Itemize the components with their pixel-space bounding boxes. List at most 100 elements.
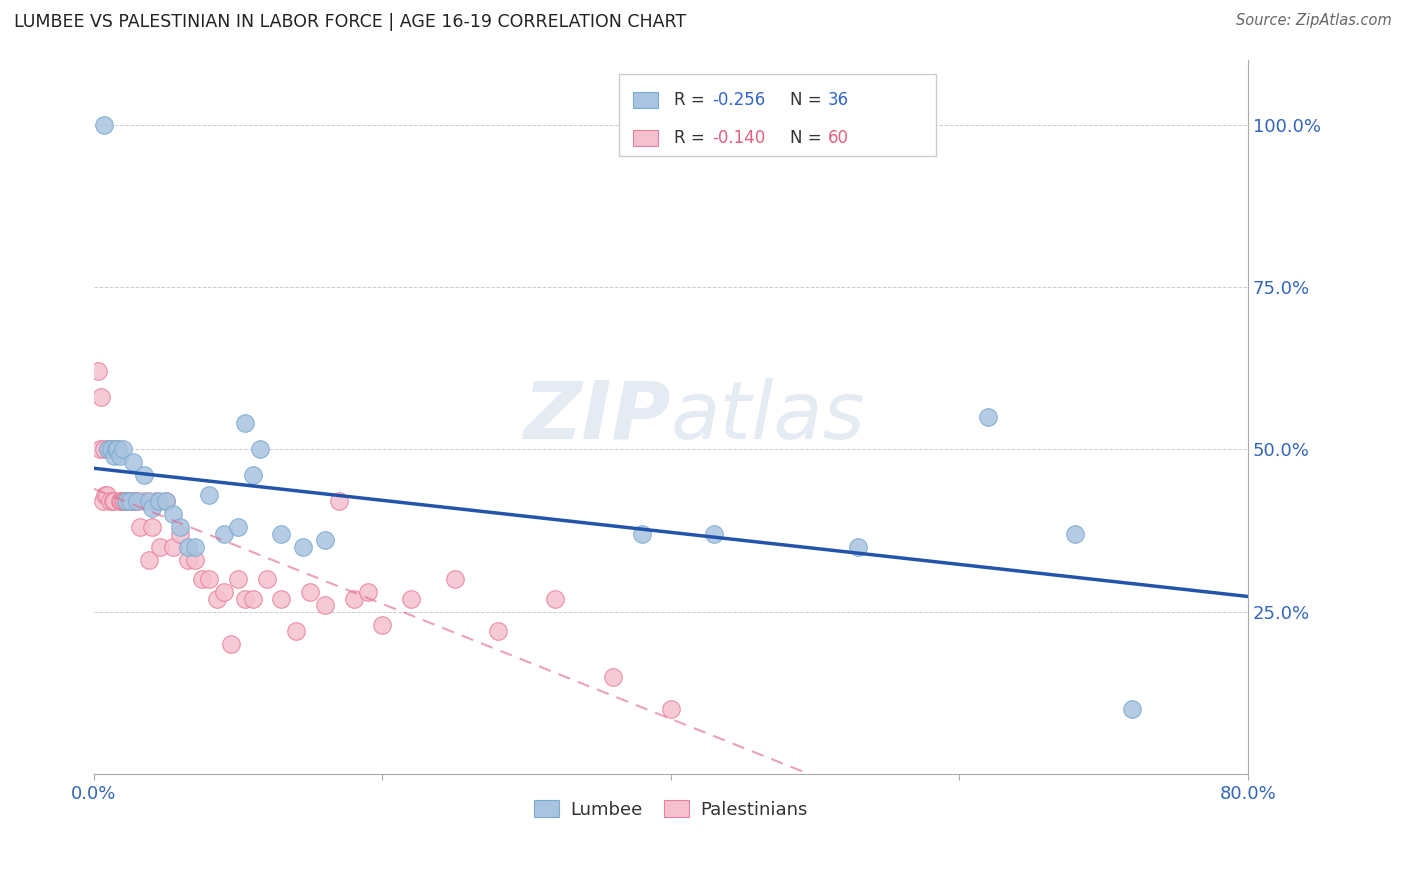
Point [659,702,682,716]
Point [138,553,160,567]
Point [299,585,322,599]
Point [141,500,163,515]
Point [115,494,138,508]
Point [122,455,145,469]
Point [205,591,228,606]
FancyBboxPatch shape [633,93,658,108]
Point [486,624,509,639]
Point [242,468,264,483]
Point [100,442,122,457]
Point [544,591,567,606]
Point [138,494,160,508]
Text: N =: N = [790,129,827,147]
Point [104,442,127,457]
Text: LUMBEE VS PALESTINIAN IN LABOR FORCE | AGE 16-19 CORRELATION CHART: LUMBEE VS PALESTINIAN IN LABOR FORCE | A… [14,13,686,31]
Point [357,585,380,599]
Text: -0.256: -0.256 [713,91,766,109]
Point [124,494,146,508]
FancyBboxPatch shape [633,130,658,146]
Point [184,540,207,554]
FancyBboxPatch shape [619,74,936,156]
Point [328,494,350,508]
Point [184,553,207,567]
Point [104,442,127,457]
Text: N =: N = [790,91,827,109]
Point [127,494,149,508]
Point [97,442,120,457]
Point [103,449,125,463]
Text: 60: 60 [828,129,849,147]
Point [169,520,191,534]
Point [110,494,132,508]
Point [176,540,198,554]
Point [134,494,156,508]
Point [155,494,177,508]
Point [443,572,465,586]
Point [105,442,128,457]
Point [111,494,134,508]
Point [112,494,135,508]
Point [169,526,191,541]
Point [848,540,870,554]
Point [108,494,131,508]
Point [111,442,134,457]
Point [198,488,221,502]
Point [235,417,257,431]
Point [118,494,141,508]
Point [94,488,117,502]
Text: 36: 36 [828,91,849,109]
Point [191,572,214,586]
Point [91,494,114,508]
Point [98,494,121,508]
Point [703,526,725,541]
Point [226,520,249,534]
Point [149,540,172,554]
Point [292,540,315,554]
Point [93,118,115,132]
Point [93,442,115,457]
Point [89,442,111,457]
Point [342,591,364,606]
Point [162,508,184,522]
Point [129,520,152,534]
Point [314,599,336,613]
Point [198,572,221,586]
Point [270,526,292,541]
Point [100,442,122,457]
Point [141,520,163,534]
Point [314,533,336,548]
Point [602,670,624,684]
Point [97,442,120,457]
Point [242,591,264,606]
Point [108,449,131,463]
Point [219,637,242,651]
Point [270,591,292,606]
Point [212,526,235,541]
Point [399,591,422,606]
Text: atlas: atlas [671,378,866,456]
Point [212,585,235,599]
Point [977,409,1000,424]
Point [1063,526,1085,541]
Point [176,553,198,567]
Point [114,494,136,508]
Point [120,494,142,508]
Point [631,526,654,541]
Point [249,442,271,457]
Point [235,591,257,606]
Text: R =: R = [675,129,710,147]
Text: ZIP: ZIP [523,378,671,456]
Text: R =: R = [675,91,710,109]
Point [96,488,118,502]
Point [114,494,136,508]
Point [1121,702,1143,716]
Text: -0.140: -0.140 [713,129,766,147]
Point [101,494,124,508]
Point [162,540,184,554]
Point [118,494,141,508]
Point [107,442,129,457]
Point [371,617,394,632]
Point [90,390,112,404]
Point [145,494,167,508]
Point [226,572,249,586]
